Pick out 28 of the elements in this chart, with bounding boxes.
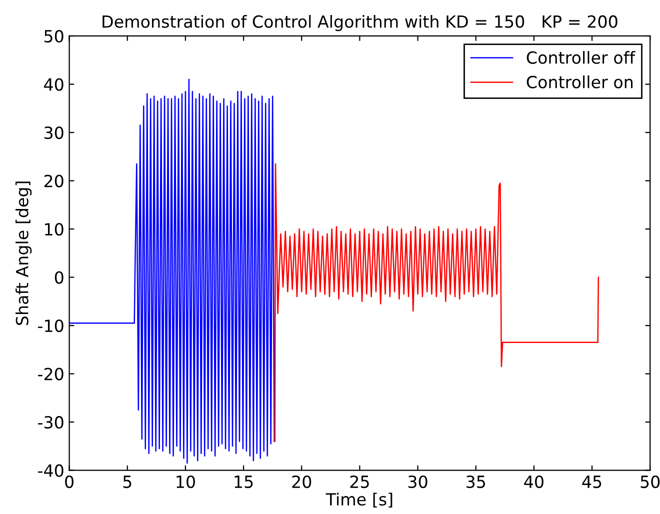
- x-tick-label: 45: [582, 476, 602, 488]
- y-tick-label: -10: [38, 319, 64, 332]
- y-tick-label: 20: [44, 174, 64, 188]
- x-tick-label: 5: [123, 476, 132, 488]
- y-tick-label: 30: [44, 126, 64, 140]
- x-tick-label: 30: [408, 475, 428, 488]
- y-axis-title: Shaft Angle [deg]: [16, 182, 32, 325]
- y-tick-label: 40: [44, 78, 64, 91]
- y-tick-label: 0: [54, 271, 64, 284]
- line-series: [274, 163, 600, 442]
- y-tick-label: -20: [38, 368, 64, 380]
- x-axis-title: Time [s]: [326, 492, 392, 508]
- y-tick-label: 50: [44, 30, 64, 43]
- legend-label: Controller off: [526, 50, 636, 64]
- x-tick-label: 20: [292, 475, 312, 488]
- x-tick-label: 25: [350, 475, 369, 488]
- y-tick-label: 10: [45, 222, 64, 236]
- x-tick-label: 40: [524, 475, 544, 488]
- x-tick-label: 15: [234, 476, 253, 488]
- line-series: [69, 78, 275, 464]
- legend-label: Controller on: [526, 75, 633, 88]
- x-tick-label: 35: [466, 475, 486, 488]
- x-tick-label: 50: [640, 475, 660, 488]
- x-tick-label: 0: [65, 475, 74, 488]
- chart-title: Demonstration of Control Algorithm with KD = 150 KP = 200: [102, 14, 618, 32]
- y-tick-label: -40: [38, 464, 64, 477]
- x-tick-label: 10: [176, 475, 195, 488]
- y-tick-label: -30: [38, 416, 64, 429]
